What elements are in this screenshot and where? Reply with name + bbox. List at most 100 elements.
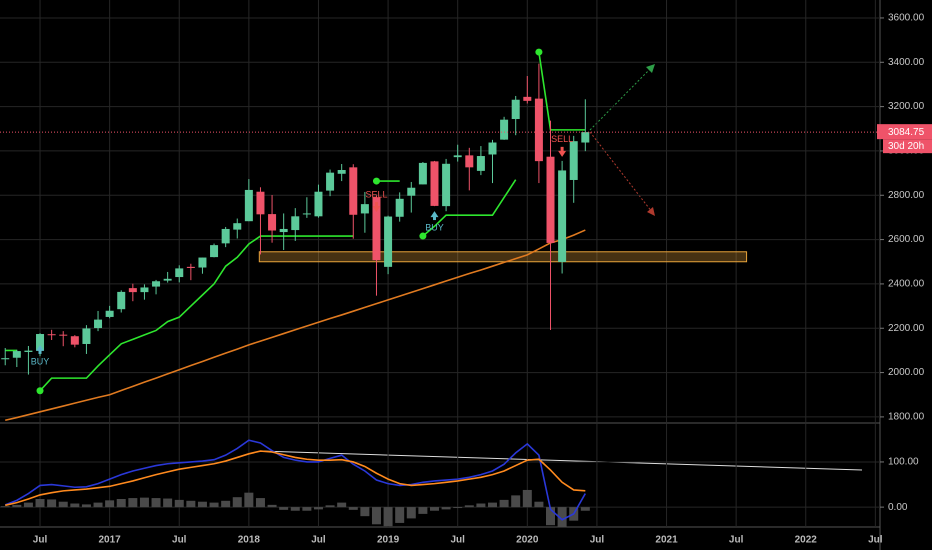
candle-body (453, 155, 462, 158)
countdown-box (883, 139, 932, 154)
signal-label: SELL (365, 189, 387, 199)
candle-body (210, 245, 219, 258)
candle-body (82, 328, 91, 344)
candle-body (465, 155, 474, 168)
candle-body (36, 334, 45, 351)
candle-body (581, 132, 590, 143)
histogram-bar (580, 507, 590, 511)
histogram-bar (221, 500, 231, 508)
histogram-bar (197, 501, 207, 508)
support-zone (258, 251, 748, 263)
histogram-bar (499, 499, 509, 508)
candle-body (314, 191, 323, 217)
histogram-bar (464, 505, 474, 508)
histogram-bar (105, 500, 115, 508)
candle-body (117, 291, 126, 310)
candle-body (523, 96, 532, 101)
histogram-bar (337, 502, 347, 508)
histogram-bar (174, 499, 184, 508)
x-tick-label: 2020 (516, 535, 539, 546)
y-tick-label: 2400.00 (888, 279, 925, 290)
histogram-bar (47, 499, 57, 508)
oscillator-line (4, 439, 587, 521)
x-tick-label: Jul (172, 535, 187, 546)
histogram-bar (255, 498, 265, 508)
candle-body (47, 334, 56, 336)
histogram-bar (546, 507, 556, 526)
y-tick-label: 3400.00 (888, 57, 925, 68)
candle-body (384, 216, 393, 267)
oscillator-line (5, 450, 586, 507)
candle-body (175, 268, 184, 278)
oscillator-trendline (259, 450, 863, 471)
y-tick-label: 2800.00 (888, 190, 925, 201)
histogram-bar (0, 506, 10, 508)
candle-body (326, 172, 335, 191)
candle-body (24, 350, 33, 352)
candle-body (59, 334, 68, 336)
histogram-bar (267, 504, 277, 508)
histogram-bar (116, 498, 126, 508)
histogram-bar (429, 507, 439, 511)
indicator-dot (419, 232, 427, 240)
candle-body (128, 288, 137, 293)
histogram-bar (35, 498, 45, 508)
histogram-bar (313, 507, 323, 510)
candle-body (12, 351, 21, 358)
histogram-bar (128, 498, 138, 508)
signal-arrow-stem (432, 215, 436, 221)
histogram-bar (453, 507, 463, 509)
x-tick-label: 2018 (238, 535, 261, 546)
x-tick-label: Jul (868, 535, 883, 546)
projection-down-head (647, 207, 655, 216)
candle-body (395, 198, 404, 217)
candle-body (291, 216, 300, 231)
candle-body (186, 266, 195, 268)
histogram-bar (441, 507, 451, 510)
signal-arrow-stem (560, 146, 564, 152)
signal-arrow (372, 206, 381, 213)
last-price-box (877, 124, 932, 140)
candle-body (372, 197, 381, 261)
y-tick-label: 100.00 (888, 457, 919, 468)
histogram-bar (557, 507, 567, 528)
signal-label: SELL (551, 134, 573, 144)
y-tick-label: 2600.00 (888, 234, 925, 245)
indicator-dot (535, 48, 543, 56)
histogram-bar (139, 497, 149, 508)
x-tick-label: 2019 (377, 535, 400, 546)
candle-body (349, 167, 358, 215)
candle-body (256, 191, 265, 215)
histogram-bar (487, 502, 497, 508)
x-tick-label: 2021 (655, 535, 678, 546)
last-price-label: 3084.75 (888, 127, 925, 138)
y-tick-label: 0.00 (888, 502, 908, 513)
x-tick-label: 2017 (99, 535, 122, 546)
histogram-bar (93, 502, 103, 508)
histogram-bar (395, 507, 405, 523)
histogram-bar (58, 501, 68, 508)
histogram-bar (244, 492, 254, 508)
y-tick-label: 2200.00 (888, 323, 925, 334)
countdown-label: 30d 20h (888, 141, 924, 152)
candle-body (430, 161, 439, 206)
indicator-line (5, 51, 586, 392)
projection-up-head (646, 64, 655, 73)
histogram-bar (209, 502, 219, 508)
candle-body (70, 336, 79, 345)
candle-body (105, 310, 114, 317)
candle-body (337, 169, 346, 174)
signal-arrow (558, 150, 567, 157)
candle-body (511, 99, 520, 120)
signal-arrow-stem (38, 348, 42, 354)
candle-body (360, 204, 369, 214)
candle-body (500, 119, 509, 140)
candle-body (546, 156, 555, 243)
histogram-bar (12, 504, 22, 508)
candle-body (534, 98, 543, 162)
histogram-bar (360, 507, 370, 517)
candle-body (302, 213, 311, 215)
histogram-bar (232, 497, 242, 508)
candle-body (279, 228, 288, 233)
